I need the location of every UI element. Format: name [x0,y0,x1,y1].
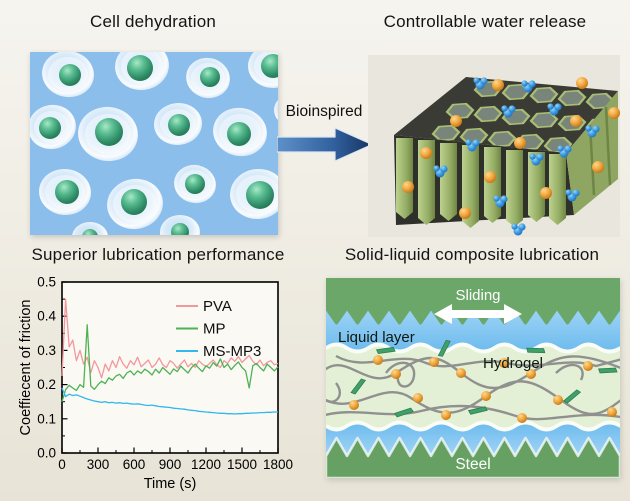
hydrogel-spheres-orange [349,355,617,423]
panel-title-cell-dehydration: Cell dehydration [89,12,217,31]
panel-title-composite-lubrication: Solid-liquid composite lubrication [344,245,600,264]
svg-text:0.4: 0.4 [37,309,56,324]
sliding-double-arrow-icon [434,304,522,324]
composite-layers [326,278,620,478]
honeycomb-illustration [368,55,620,237]
svg-text:MS-MP3: MS-MP3 [203,343,261,360]
bioinspired-label: Bioinspired [285,103,363,120]
liquid-layer-label: Liquid layer [338,329,415,346]
cell-illustration [30,52,278,235]
svg-text:MP: MP [203,321,226,338]
svg-text:0.0: 0.0 [37,446,56,461]
composite-lubrication-illustration: Sliding Liquid layer Hydrogel Steel [326,278,620,478]
svg-text:600: 600 [123,457,146,472]
svg-text:1200: 1200 [191,457,221,472]
bioinspired-arrow-icon [277,127,374,162]
honeycomb-front-slats [396,138,566,228]
water-molecules-blue [433,77,600,236]
steel-label: Steel [455,456,490,473]
svg-text:0.3: 0.3 [37,343,56,358]
svg-text:0: 0 [58,457,66,472]
svg-text:900: 900 [159,457,182,472]
svg-text:0.5: 0.5 [37,275,56,290]
svg-text:1500: 1500 [227,457,257,472]
svg-text:0.2: 0.2 [37,377,56,392]
nanosheet-platelets [350,340,618,418]
hydrogel-label: Hydrogel [483,355,543,372]
svg-text:Time (s): Time (s) [144,476,197,492]
panel-title-lubrication-performance: Superior lubrication performance [31,245,285,264]
sliding-label: Sliding [455,287,500,304]
cell-group [30,52,278,235]
svg-text:300: 300 [87,457,110,472]
svg-text:PVA: PVA [203,298,232,315]
svg-text:Coeffiecent of friction: Coeffiecent of friction [18,300,34,436]
panel-title-water-release: Controllable water release [383,12,587,31]
svg-text:0.1: 0.1 [37,411,56,426]
water-spheres-orange [402,77,620,219]
svg-text:1800: 1800 [263,457,293,472]
friction-chart: 0.0 0.1 0.2 0.3 0.4 0.5 0 300 600 900 1200 1500 1800… [18,275,293,493]
